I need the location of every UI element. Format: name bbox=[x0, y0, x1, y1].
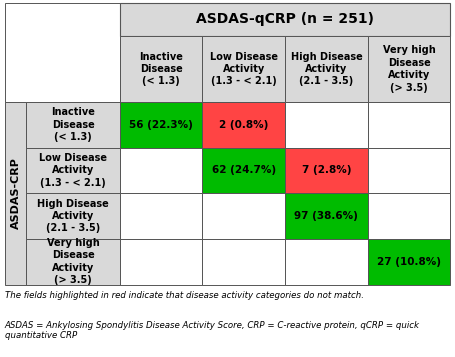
Bar bbox=[26, 102, 120, 148]
Bar bbox=[202, 239, 285, 285]
Text: ASDAS-qCRP (n = 251): ASDAS-qCRP (n = 251) bbox=[196, 12, 374, 26]
Text: 62 (24.7%): 62 (24.7%) bbox=[212, 165, 276, 175]
Bar bbox=[202, 148, 285, 193]
Bar bbox=[120, 239, 202, 285]
Text: 97 (38.6%): 97 (38.6%) bbox=[294, 211, 359, 221]
Bar bbox=[120, 3, 450, 36]
Bar bbox=[120, 148, 202, 193]
Text: High Disease
Activity
(2.1 - 3.5): High Disease Activity (2.1 - 3.5) bbox=[37, 199, 109, 233]
Bar bbox=[202, 102, 285, 148]
Text: High Disease
Activity
(2.1 - 3.5): High Disease Activity (2.1 - 3.5) bbox=[291, 51, 362, 86]
Bar bbox=[285, 36, 368, 102]
Bar bbox=[202, 193, 285, 239]
Bar bbox=[368, 102, 450, 148]
Text: ASDAS = Ankylosing Spondylitis Disease Activity Score, CRP = C-reactive protein,: ASDAS = Ankylosing Spondylitis Disease A… bbox=[5, 321, 420, 340]
Bar bbox=[368, 148, 450, 193]
Text: Low Disease
Activity
(1.3 - < 2.1): Low Disease Activity (1.3 - < 2.1) bbox=[39, 153, 107, 188]
Bar bbox=[5, 3, 120, 102]
Text: Inactive
Disease
(< 1.3): Inactive Disease (< 1.3) bbox=[139, 51, 183, 86]
Bar bbox=[26, 193, 120, 239]
Bar bbox=[285, 102, 368, 148]
Text: 27 (10.8%): 27 (10.8%) bbox=[377, 257, 441, 267]
Bar bbox=[285, 239, 368, 285]
Text: Very high
Disease
Activity
(> 3.5): Very high Disease Activity (> 3.5) bbox=[47, 238, 99, 285]
Text: Very high
Disease
Activity
(> 3.5): Very high Disease Activity (> 3.5) bbox=[383, 45, 435, 92]
Bar bbox=[120, 102, 202, 148]
Text: 7 (2.8%): 7 (2.8%) bbox=[302, 165, 351, 175]
Text: Inactive
Disease
(< 1.3): Inactive Disease (< 1.3) bbox=[51, 107, 95, 142]
Text: The fields highlighted in red indicate that disease activity categories do not m: The fields highlighted in red indicate t… bbox=[5, 291, 364, 300]
Text: 2 (0.8%): 2 (0.8%) bbox=[219, 120, 268, 130]
Bar bbox=[368, 36, 450, 102]
Bar bbox=[5, 102, 26, 285]
Bar bbox=[120, 193, 202, 239]
Bar bbox=[120, 36, 202, 102]
Bar bbox=[202, 36, 285, 102]
Bar bbox=[26, 239, 120, 285]
Bar bbox=[368, 193, 450, 239]
Text: ASDAS-CRP: ASDAS-CRP bbox=[10, 157, 20, 229]
Text: Low Disease
Activity
(1.3 - < 2.1): Low Disease Activity (1.3 - < 2.1) bbox=[210, 51, 278, 86]
Bar bbox=[285, 193, 368, 239]
Bar bbox=[26, 148, 120, 193]
Bar bbox=[368, 239, 450, 285]
Text: 56 (22.3%): 56 (22.3%) bbox=[129, 120, 193, 130]
Bar bbox=[285, 148, 368, 193]
